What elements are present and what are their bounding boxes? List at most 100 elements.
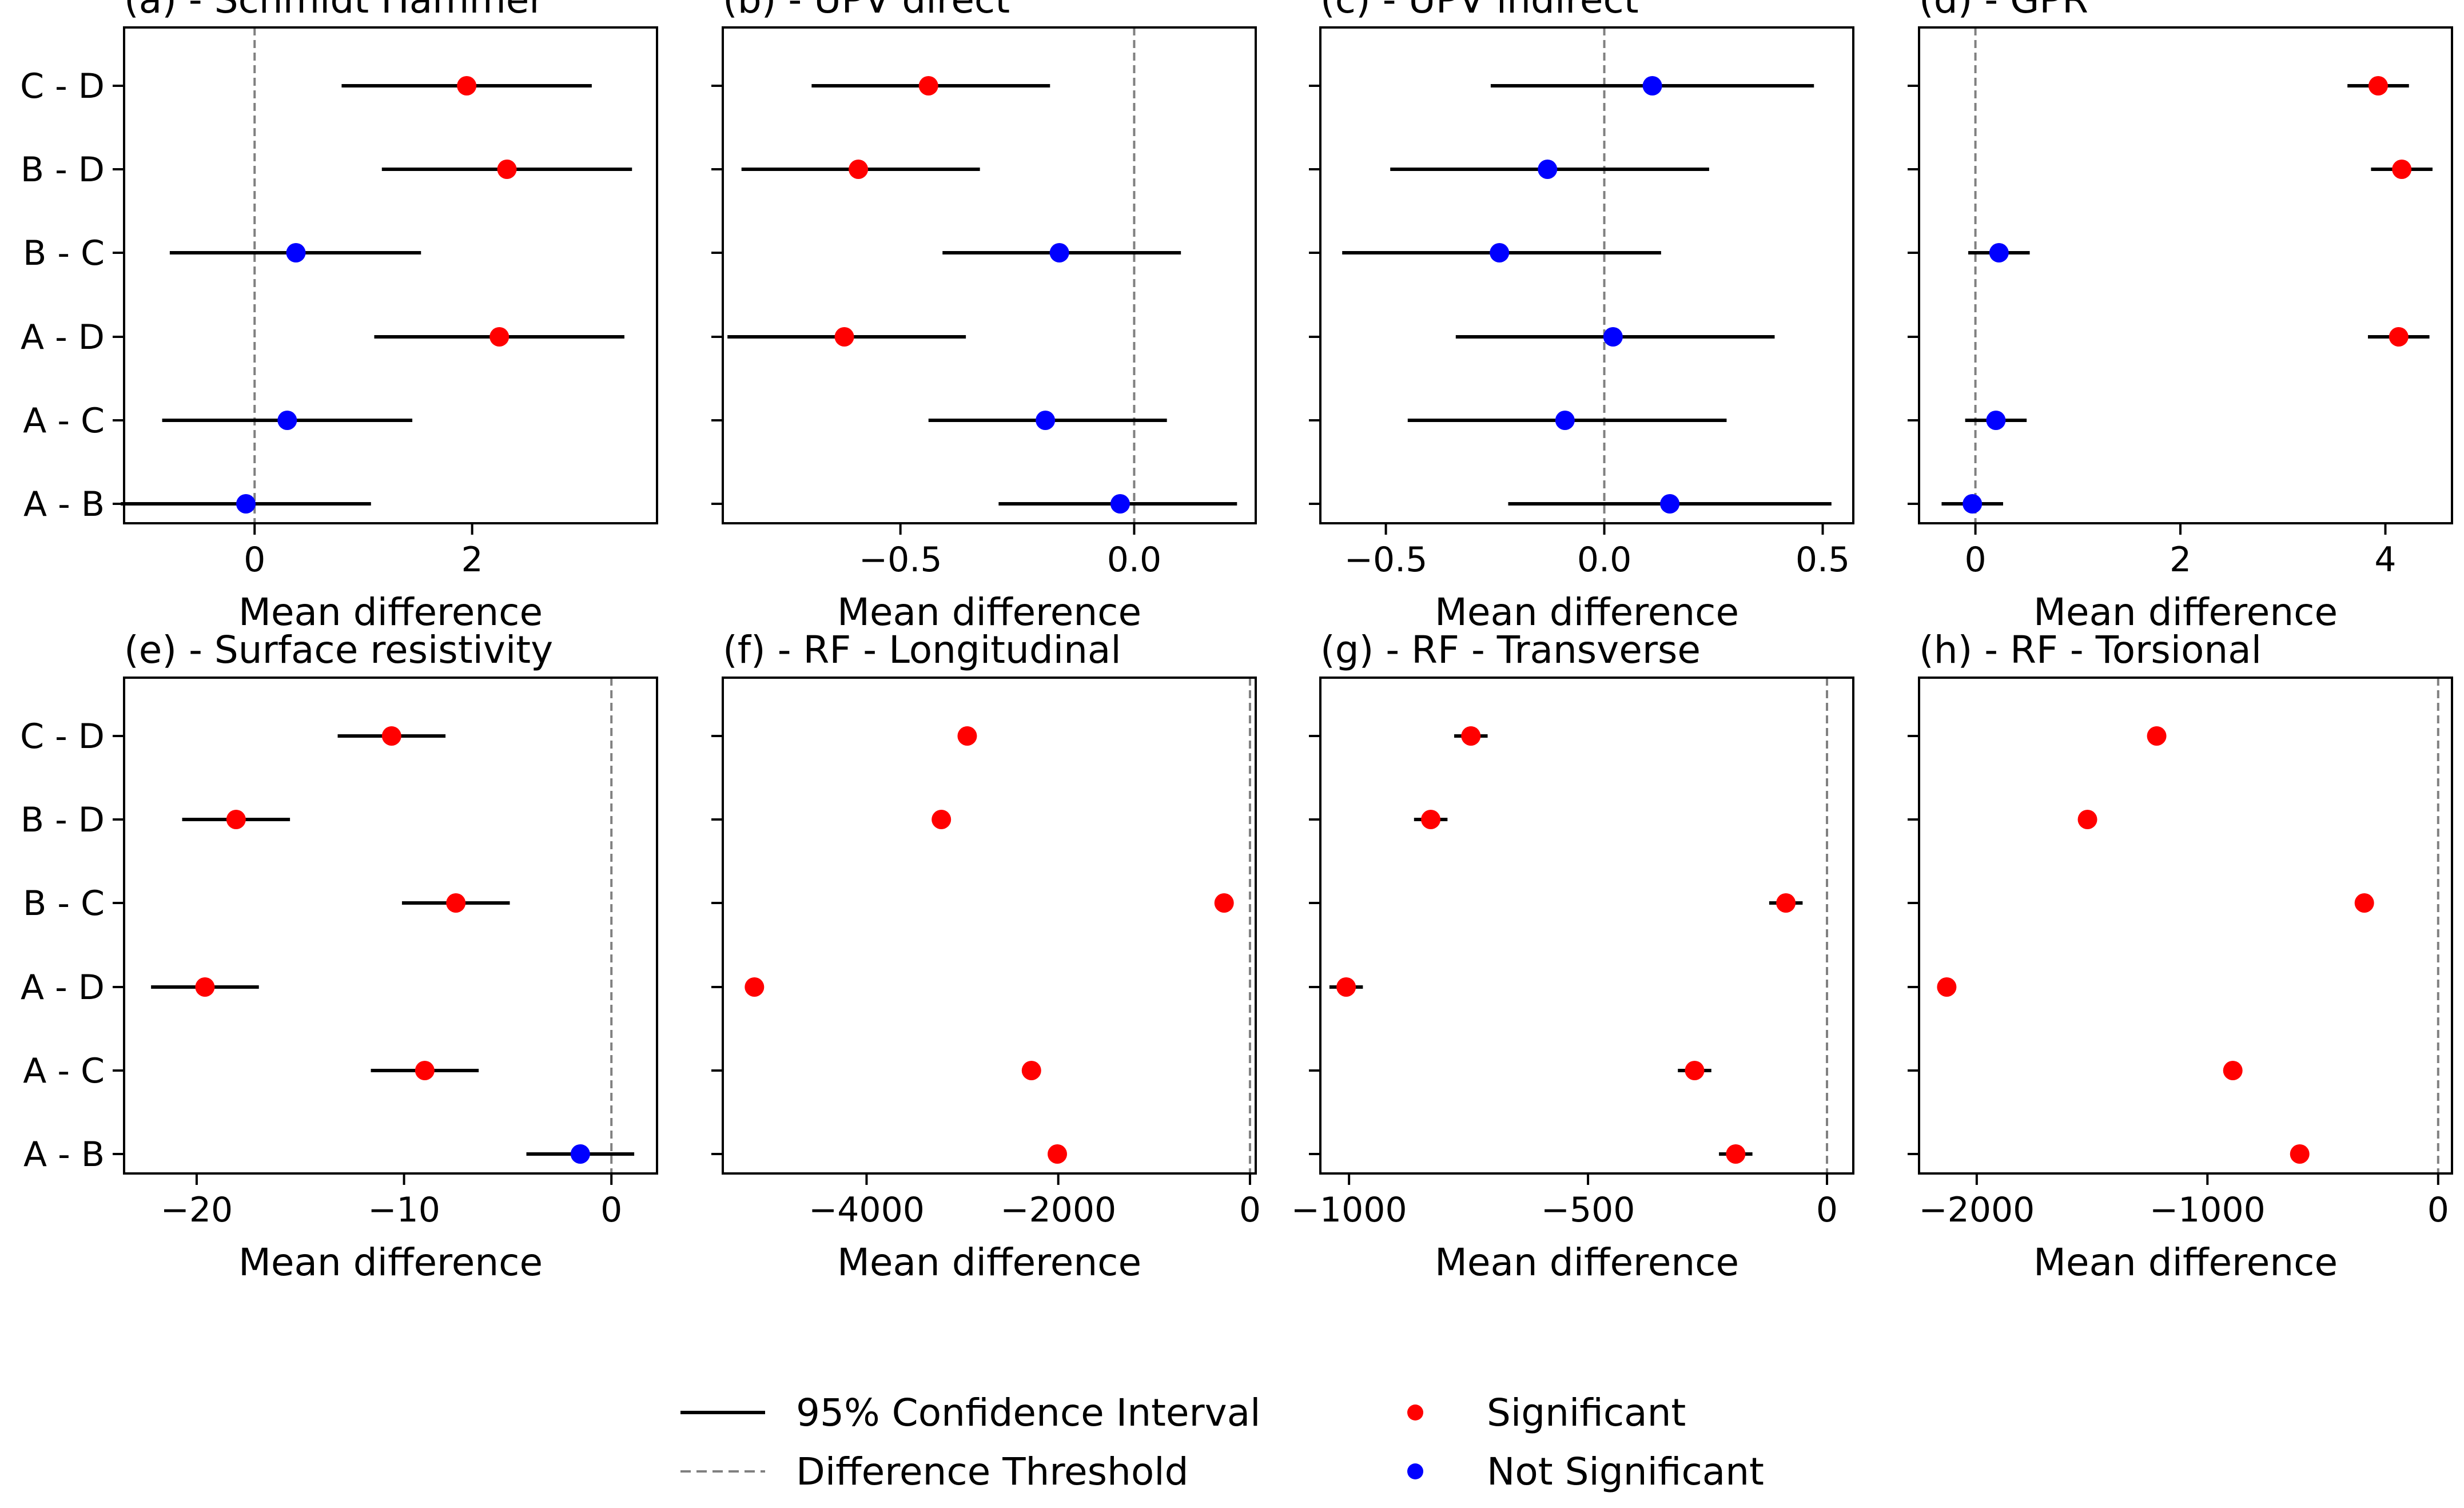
mean-point (957, 726, 977, 746)
y-tick-label: C - D (20, 717, 105, 757)
x-tick-label: −2000 (1918, 1190, 2035, 1230)
x-tick-label: −2000 (1000, 1190, 1116, 1230)
mean-point (2354, 893, 2374, 913)
panel-8: (h) - RF - Torsional −2000 −1000 0 Mean diff… (1908, 628, 2453, 1284)
mean-point (932, 810, 952, 829)
panel-4: (d) - GPR 0 2 4 Mean difference (1908, 0, 2453, 634)
mean-point (1048, 1144, 1068, 1164)
x-tick-label: −20 (161, 1190, 233, 1230)
panel-title: (f) - RF - Longitudinal (723, 628, 1121, 672)
mean-point (1049, 243, 1069, 262)
x-axis-label: Mean difference (837, 1240, 1141, 1284)
mean-point (1726, 1144, 1746, 1164)
mean-point (834, 327, 854, 347)
x-tick-label: 0.5 (1796, 540, 1850, 580)
panel-title: (h) - RF - Torsional (1919, 628, 2262, 672)
y-tick-label: B - D (21, 800, 105, 840)
x-tick-label: −10 (368, 1190, 440, 1230)
mean-point (1989, 243, 2009, 262)
mean-point (1490, 243, 1510, 262)
mean-point (1538, 160, 1558, 179)
mean-point (849, 160, 869, 179)
mean-point (1421, 810, 1441, 829)
x-tick-label: 0 (244, 540, 265, 580)
legend-not-significant-label: Not Significant (1487, 1450, 1764, 1494)
mean-point (1660, 494, 1680, 514)
x-tick-label: −1000 (2149, 1190, 2266, 1230)
mean-point (1937, 977, 1957, 997)
y-tick-label: A - B (23, 1135, 105, 1175)
mean-point (1214, 893, 1234, 913)
mean-point (1986, 411, 2006, 430)
x-tick-label: 0 (1964, 540, 1986, 580)
mean-point (1603, 327, 1623, 347)
mean-point (415, 1061, 435, 1080)
panel-1: (a) - Schmidt Hammer 0 2 C - D B - D B - C A -… (20, 0, 658, 634)
mean-point (1461, 726, 1481, 746)
mean-point (381, 726, 401, 746)
x-tick-label: 0 (600, 1190, 622, 1230)
mean-point (2077, 810, 2097, 829)
panel-7: (g) - RF - Transverse −1000 −500 0 Mean diff… (1291, 628, 1854, 1284)
mean-point (1642, 76, 1662, 96)
y-tick-label: B - C (23, 233, 105, 273)
y-tick-label: A - D (21, 968, 105, 1008)
panels: (a) - Schmidt Hammer 0 2 C - D B - D B - C A -… (20, 0, 2453, 1284)
x-axis-label: Mean difference (1435, 590, 1739, 634)
mean-point (1963, 494, 1983, 514)
mean-point (489, 327, 509, 347)
panel-title: (c) - UPV indirect (1320, 0, 1639, 22)
legend-ci-label: 95% Confidence Interval (796, 1391, 1261, 1435)
mean-point (2147, 726, 2167, 746)
x-tick-label: 4 (2374, 540, 2396, 580)
mean-point (457, 76, 477, 96)
panel-3: (c) - UPV indirect −0.5 0.0 0.5 Mean differe… (1309, 0, 1854, 634)
y-tick-label: B - C (23, 884, 105, 924)
panel-6: (f) - RF - Longitudinal −4000 −2000 0 Mean d… (711, 628, 1261, 1284)
mean-point (1021, 1061, 1041, 1080)
x-tick-label: −0.5 (1344, 540, 1428, 580)
y-tick-label: C - D (20, 66, 105, 106)
x-axis-label: Mean difference (837, 590, 1141, 634)
x-axis-label: Mean difference (2033, 590, 2338, 634)
axes-frame (123, 677, 658, 1175)
mean-point (277, 411, 297, 430)
legend: 95% Confidence Interval Difference Thres… (680, 1391, 1764, 1494)
x-tick-label: 2 (2170, 540, 2191, 580)
x-axis-label: Mean difference (1435, 1240, 1739, 1284)
panel-title: (b) - UPV direct (723, 0, 1010, 22)
y-tick-label: B - D (21, 150, 105, 190)
panel-title: (e) - Surface resistivity (124, 628, 553, 672)
panel-title: (g) - RF - Transverse (1320, 628, 1701, 672)
legend-significant-marker (1407, 1404, 1423, 1421)
x-tick-label: −1000 (1291, 1190, 1407, 1230)
axes-frame (123, 26, 658, 524)
mean-point (1036, 411, 1056, 430)
mean-point (497, 160, 517, 179)
panel-5: (e) - Surface resistivity −20 −10 0 C - D B -… (20, 628, 658, 1284)
mean-point (1336, 977, 1356, 997)
x-tick-label: 2 (461, 540, 483, 580)
y-tick-label: A - C (23, 401, 105, 441)
legend-threshold-label: Difference Threshold (796, 1450, 1189, 1494)
mean-point (570, 1144, 590, 1164)
mean-point (745, 977, 765, 997)
mean-point (2389, 327, 2409, 347)
axes-frame (1319, 26, 1854, 524)
mean-point (236, 494, 256, 514)
mean-point (286, 243, 306, 262)
y-tick-label: A - B (23, 484, 105, 524)
axes-frame (722, 677, 1257, 1175)
mean-point (2223, 1061, 2243, 1080)
y-tick-label: A - C (23, 1051, 105, 1091)
x-tick-label: 0.0 (1577, 540, 1631, 580)
panel-title: (d) - GPR (1919, 0, 2088, 22)
mean-point (1555, 411, 1575, 430)
panel-2: (b) - UPV direct −0.5 0.0 Mean difference (711, 0, 1257, 634)
mean-point (1110, 494, 1130, 514)
mean-point (1776, 893, 1796, 913)
panel-title: (a) - Schmidt Hammer (124, 0, 545, 22)
x-tick-label: −4000 (809, 1190, 925, 1230)
mean-point (918, 76, 938, 96)
